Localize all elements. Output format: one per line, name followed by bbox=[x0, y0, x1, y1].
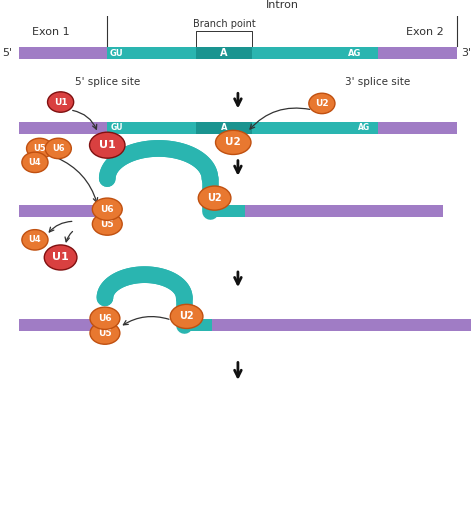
Text: 5': 5' bbox=[2, 49, 12, 58]
Ellipse shape bbox=[27, 138, 53, 158]
FancyBboxPatch shape bbox=[378, 121, 457, 134]
FancyBboxPatch shape bbox=[196, 48, 252, 59]
Text: Exon 1: Exon 1 bbox=[32, 27, 70, 37]
Text: Exon 2: Exon 2 bbox=[406, 27, 444, 37]
Text: U2: U2 bbox=[315, 99, 329, 108]
FancyBboxPatch shape bbox=[107, 48, 378, 59]
Ellipse shape bbox=[198, 186, 231, 210]
Text: U6: U6 bbox=[100, 205, 114, 214]
FancyBboxPatch shape bbox=[187, 319, 212, 331]
Text: U5: U5 bbox=[100, 220, 114, 229]
Text: A: A bbox=[221, 123, 227, 132]
Ellipse shape bbox=[216, 130, 251, 155]
FancyBboxPatch shape bbox=[18, 121, 107, 134]
Ellipse shape bbox=[44, 245, 77, 270]
Text: U1: U1 bbox=[54, 98, 67, 107]
Text: U2: U2 bbox=[225, 137, 241, 147]
Text: U4: U4 bbox=[28, 235, 41, 244]
Text: U4: U4 bbox=[28, 158, 41, 167]
Text: Intron: Intron bbox=[266, 0, 299, 10]
Text: U2: U2 bbox=[179, 312, 194, 322]
Text: 5' splice site: 5' splice site bbox=[74, 77, 140, 87]
Ellipse shape bbox=[309, 93, 335, 114]
Text: U6: U6 bbox=[98, 314, 112, 323]
Text: U6: U6 bbox=[52, 144, 64, 153]
FancyBboxPatch shape bbox=[18, 319, 107, 331]
Text: U1: U1 bbox=[52, 252, 69, 262]
Ellipse shape bbox=[45, 138, 72, 158]
Text: AG: AG bbox=[348, 49, 361, 58]
FancyBboxPatch shape bbox=[18, 48, 457, 59]
Text: U1: U1 bbox=[99, 140, 116, 150]
Text: U2: U2 bbox=[207, 193, 222, 203]
Ellipse shape bbox=[92, 213, 122, 235]
Ellipse shape bbox=[92, 198, 122, 220]
Ellipse shape bbox=[22, 230, 48, 250]
FancyBboxPatch shape bbox=[245, 205, 443, 217]
FancyBboxPatch shape bbox=[107, 121, 378, 134]
Ellipse shape bbox=[22, 152, 48, 173]
Text: U5: U5 bbox=[98, 328, 112, 337]
Text: GU: GU bbox=[110, 123, 123, 132]
Text: Branch point: Branch point bbox=[192, 18, 255, 29]
Text: A: A bbox=[220, 49, 228, 58]
Ellipse shape bbox=[90, 322, 120, 344]
Ellipse shape bbox=[90, 132, 125, 158]
Text: U5: U5 bbox=[33, 144, 46, 153]
Ellipse shape bbox=[90, 307, 120, 329]
FancyBboxPatch shape bbox=[18, 205, 107, 217]
Text: 3': 3' bbox=[462, 49, 472, 58]
FancyBboxPatch shape bbox=[212, 319, 474, 331]
Text: 3' splice site: 3' splice site bbox=[345, 77, 410, 87]
Ellipse shape bbox=[170, 304, 203, 328]
FancyBboxPatch shape bbox=[196, 121, 252, 134]
Ellipse shape bbox=[47, 92, 73, 112]
Text: AG: AG bbox=[358, 123, 370, 132]
FancyBboxPatch shape bbox=[212, 205, 245, 217]
Text: GU: GU bbox=[110, 49, 123, 58]
